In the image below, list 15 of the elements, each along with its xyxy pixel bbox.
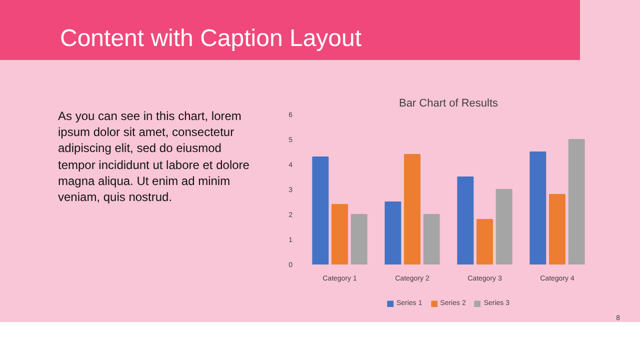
bar: [549, 194, 566, 264]
bar: [496, 189, 512, 264]
bar: [530, 152, 546, 264]
bar: [350, 214, 368, 264]
bar: [423, 214, 440, 264]
bar: [457, 176, 474, 264]
bar: [332, 204, 348, 264]
bar: [384, 202, 402, 264]
bar: [476, 219, 493, 264]
chart-subtitle: Content with Caption Layout: [0, 0, 580, 60]
chart-title: Bar Chart of Results: [398, 98, 499, 110]
bar: [312, 156, 329, 264]
text: As you can see in this chart, lorem ipsum dolor sit amet, consectetur adipiscing elit, sed do eiusmod tempor incididunt ut labore et dolore magna aliqua. Ut enim ad minim veniam, quis nostrud.: [58, 108, 250, 206]
bar: [568, 139, 585, 264]
bar: [404, 154, 420, 264]
